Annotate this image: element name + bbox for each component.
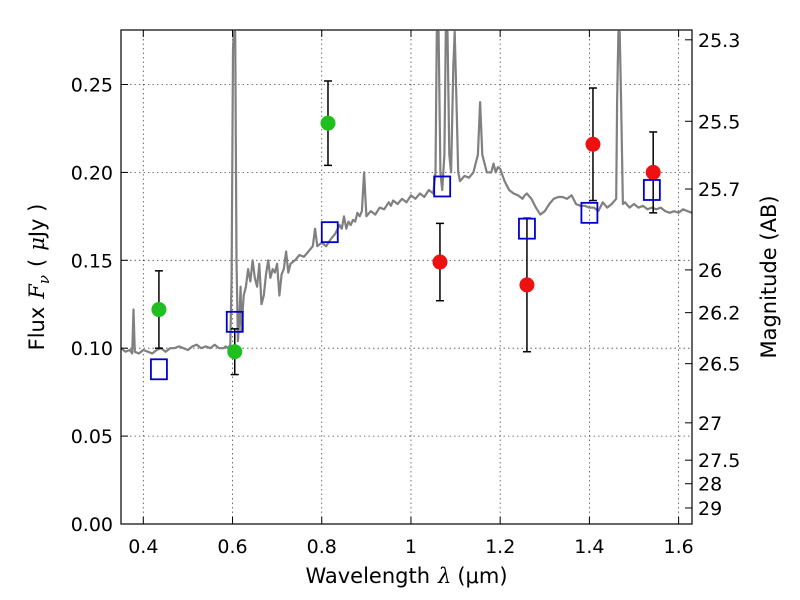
y2-tick-label: 25.3 bbox=[698, 30, 740, 52]
y2-tick-label: 29 bbox=[698, 498, 722, 520]
y2-tick-label: 26.5 bbox=[698, 354, 740, 376]
model-box-point bbox=[150, 358, 168, 381]
axis-ticks: 0.4 0.6 0.8 1 1.2 1.4 1.6 0.00 0.05 0.10 0.15 0.20 0… bbox=[71, 30, 741, 558]
y-tick-label: 0.00 bbox=[71, 514, 113, 536]
y-tick-label: 0.25 bbox=[71, 74, 113, 96]
model-spectrum bbox=[120, 30, 693, 355]
model-box-point bbox=[518, 217, 536, 240]
y2-tick-label: 25.5 bbox=[698, 111, 740, 133]
y-tick-label: 0.05 bbox=[71, 426, 113, 448]
plot-frame bbox=[120, 29, 693, 525]
x-tick-label: 0.4 bbox=[128, 536, 158, 558]
y2-tick-label: 26 bbox=[698, 260, 722, 282]
observed-green-point bbox=[151, 302, 167, 318]
y-axis-title: FluxFν(μJy ) bbox=[25, 204, 53, 351]
y2-tick-label: 27 bbox=[698, 413, 722, 435]
y-tick-label: 0.20 bbox=[71, 162, 113, 184]
y-tick-label: 0.15 bbox=[71, 250, 113, 272]
x-tick-label: 0.8 bbox=[307, 536, 337, 558]
spectrum-line bbox=[120, 30, 693, 355]
observed-red-point bbox=[519, 277, 535, 293]
observed-green-point bbox=[320, 115, 336, 131]
y2-tick-label: 27.5 bbox=[698, 450, 740, 472]
y2-tick-label: 26.2 bbox=[698, 303, 740, 325]
observed-red-point bbox=[432, 254, 448, 270]
x-tick-label: 1 bbox=[405, 536, 417, 558]
model-box-point bbox=[320, 221, 339, 244]
model-box-point bbox=[580, 201, 599, 224]
model-box-point bbox=[642, 179, 661, 201]
grid bbox=[121, 30, 692, 525]
y2-axis-title: Magnitude (AB) bbox=[757, 195, 781, 358]
data-points bbox=[150, 80, 661, 381]
x-tick-label: 0.6 bbox=[217, 536, 247, 558]
x-tick-label: 1.2 bbox=[485, 536, 515, 558]
model-box-point bbox=[433, 175, 452, 198]
observed-red-point bbox=[585, 136, 601, 152]
observed-green-point bbox=[227, 344, 243, 360]
y-tick-label: 0.10 bbox=[71, 338, 113, 360]
x-tick-label: 1.6 bbox=[664, 536, 694, 558]
observed-red-point bbox=[645, 164, 661, 180]
model-box-point bbox=[225, 310, 244, 333]
x-tick-label: 1.4 bbox=[574, 536, 604, 558]
y2-tick-label: 28 bbox=[698, 474, 722, 496]
y2-tick-label: 25.7 bbox=[698, 179, 740, 201]
x-axis-title: Wavelength λ (μm) bbox=[305, 564, 507, 588]
